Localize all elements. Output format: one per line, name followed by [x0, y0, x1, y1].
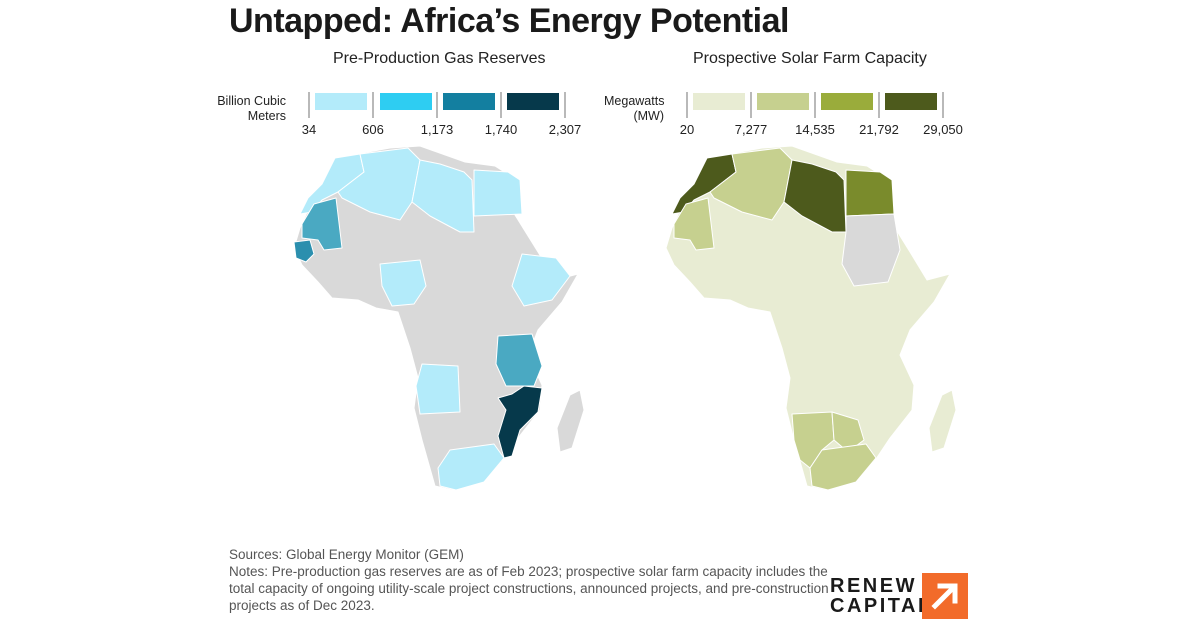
gas-legend-unit: Billion Cubic Meters [212, 94, 286, 124]
gas-legend-tick-label: 1,740 [484, 122, 518, 137]
region-mauritania [673, 197, 715, 251]
solar-legend-tick-label: 7,277 [734, 122, 768, 137]
solar-legend-unit-line2: (MW) [633, 109, 664, 123]
arrow-up-right-icon-svg [931, 583, 958, 610]
solar-legend-tick-label: 21,792 [859, 122, 899, 137]
region-madagascar [556, 389, 585, 453]
gas-legend-tick-label: 34 [301, 122, 317, 137]
region-sudan [841, 213, 901, 287]
gas-legend-tick [500, 92, 502, 118]
arrow-up-right-icon [922, 573, 968, 619]
logo-line1: RENEW [830, 575, 917, 597]
gas-legend-tick-label: 2,307 [548, 122, 582, 137]
page-title: Untapped: Africa’s Energy Potential [229, 2, 789, 40]
solar-legend-swatch-2 [757, 93, 809, 110]
gas-legend-tick-label: 1,173 [420, 122, 454, 137]
solar-legend-tick [942, 92, 944, 118]
solar-legend-tick [686, 92, 688, 118]
region-egypt [473, 169, 523, 217]
solar-legend-swatch-1 [693, 93, 745, 110]
footer-sources: Sources: Global Energy Monitor (GEM) [229, 547, 464, 562]
solar-legend-tick-label: 20 [679, 122, 695, 137]
region-ethiopia [511, 253, 571, 307]
gas-legend-unit-line1: Billion Cubic [217, 94, 286, 108]
solar-map-subtitle: Prospective Solar Farm Capacity [693, 50, 927, 67]
gas-legend-tick-label: 606 [362, 122, 384, 137]
region-algeria [709, 147, 793, 221]
footer-notes-text: Notes: Pre-production gas reserves are a… [229, 564, 829, 613]
solar-legend-tick [878, 92, 880, 118]
solar-legend-swatch-4 [885, 93, 937, 110]
renew-capital-logo: RENEW CAPITAL [830, 576, 933, 616]
region-nigeria [379, 259, 427, 307]
gas-legend-tick [436, 92, 438, 118]
region-mozambique [497, 385, 543, 459]
gas-legend-tick [372, 92, 374, 118]
region-south-africa [809, 443, 877, 491]
gas-legend-tick [308, 92, 310, 118]
gas-legend-swatch-4 [507, 93, 559, 110]
gas-africa-map [293, 145, 585, 491]
solar-legend-unit: Megawatts (MW) [604, 94, 664, 124]
logo-line2: CAPITAL [830, 595, 933, 617]
region-mauritania [301, 197, 343, 251]
solar-africa-map [665, 145, 957, 491]
region-angola [415, 363, 461, 415]
solar-legend-tick-label: 29,050 [923, 122, 963, 137]
solar-legend-tick [750, 92, 752, 118]
gas-legend-swatch-2 [380, 93, 432, 110]
region-madagascar [928, 389, 957, 453]
region-egypt [845, 169, 895, 217]
region-libya [411, 159, 475, 233]
gas-legend-swatch-3 [443, 93, 495, 110]
gas-legend-tick [564, 92, 566, 118]
region-senegal [293, 239, 315, 263]
solar-legend-tick [814, 92, 816, 118]
region-tanzania [495, 333, 543, 387]
footer-notes: Sources: Global Energy Monitor (GEM) Not… [229, 546, 829, 614]
gas-legend-unit-line2: Meters [247, 109, 286, 123]
solar-legend-unit-line1: Megawatts [604, 94, 665, 108]
solar-legend-tick-label: 14,535 [795, 122, 835, 137]
region-algeria [337, 147, 421, 221]
solar-legend-swatch-3 [821, 93, 873, 110]
gas-legend-swatch-1 [315, 93, 367, 110]
region-south-africa [437, 443, 505, 491]
gas-map-subtitle: Pre-Production Gas Reserves [333, 50, 546, 67]
